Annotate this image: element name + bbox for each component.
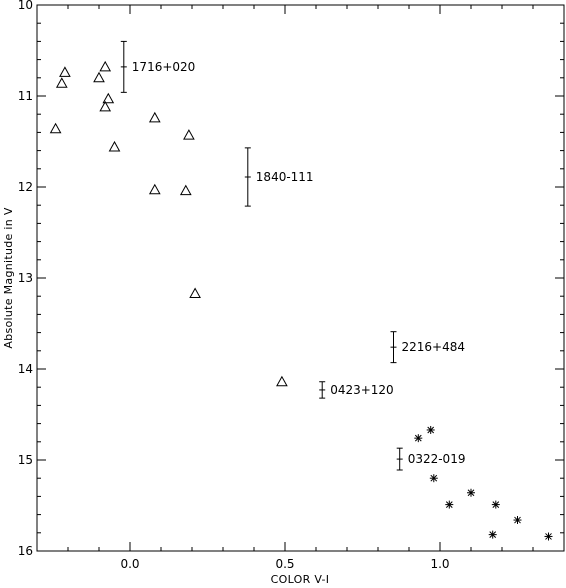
asterisk-stroke	[492, 501, 500, 508]
asterisk-stroke	[445, 501, 453, 508]
x-axis-label: COLOR V-I	[271, 573, 330, 586]
asterisk-point	[491, 500, 500, 509]
y-tick-label: 14	[18, 362, 33, 376]
errorbar-label: 0322-019	[408, 452, 466, 466]
errorbar-point: 2216+484	[390, 331, 466, 364]
triangle-point	[108, 140, 121, 152]
y-axis-label: Absolute Magnitude in V	[2, 207, 15, 348]
asterisk-stroke	[467, 489, 475, 497]
triangle-point	[99, 100, 112, 112]
asterisk-point	[513, 516, 522, 525]
triangle-point	[99, 60, 112, 72]
errorbar-label: 1716+020	[132, 60, 196, 74]
triangle-point	[183, 129, 195, 140]
asterisk-stroke	[427, 426, 435, 434]
asterisk-point	[414, 434, 423, 443]
triangle-point	[189, 287, 201, 298]
errorbar-label: 2216+484	[402, 340, 466, 354]
y-tick-label: 12	[18, 180, 33, 194]
errorbar-point: 0322-019	[396, 447, 466, 471]
triangle-point	[59, 66, 71, 77]
asterisk-stroke	[545, 533, 552, 540]
asterisk-stroke	[414, 434, 422, 442]
triangle-point	[93, 71, 105, 83]
triangle-point	[148, 183, 161, 195]
asterisk-point	[445, 500, 454, 509]
x-tick-label: 0.0	[120, 557, 139, 571]
triangle-point	[102, 92, 115, 104]
errorbar-point: 1716+020	[120, 40, 196, 93]
y-tick-label: 16	[18, 544, 33, 558]
asterisk-stroke	[430, 474, 438, 482]
asterisk-point	[429, 474, 438, 483]
asterisk-point	[467, 488, 475, 497]
x-tick-label: 1.0	[430, 557, 449, 571]
asterisk-stroke	[514, 516, 521, 524]
errorbar-point: 0423+120	[319, 381, 394, 399]
triangle-point	[276, 375, 288, 387]
y-tick-label: 10	[18, 0, 33, 12]
asterisk-point	[488, 530, 497, 539]
triangle-point	[55, 77, 68, 88]
errorbar-point: 1840-111	[244, 147, 314, 207]
errorbar-label: 0423+120	[330, 383, 394, 397]
errorbar-label: 1840-111	[256, 170, 314, 184]
plot-frame	[36, 4, 565, 552]
y-tick-label: 13	[18, 271, 33, 285]
asterisk-stroke	[489, 531, 497, 538]
data-marks: 1716+020 1840-111 2216+484 0423+120 0322-019	[49, 40, 553, 541]
triangle-point	[148, 111, 161, 123]
x-tick-label: 0.5	[275, 557, 294, 571]
y-tick-label: 11	[18, 89, 33, 103]
triangle-point	[49, 122, 62, 134]
y-tick-label: 15	[18, 453, 33, 467]
asterisk-point	[426, 425, 435, 434]
axis-ticks: 0.0 0.5 1.0 10 11 12 13 14 15 16	[18, 0, 565, 571]
asterisk-point	[544, 532, 553, 541]
triangle-point	[179, 184, 192, 196]
